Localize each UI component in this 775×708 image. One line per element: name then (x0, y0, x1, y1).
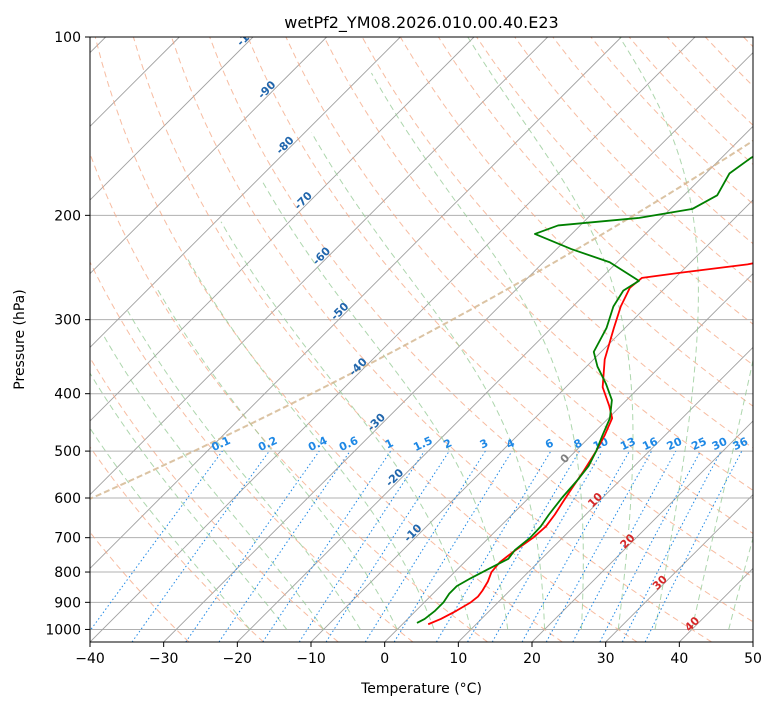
y-tick-label: 300 (54, 313, 81, 329)
isotherm-line (90, 37, 475, 422)
moist-adiabat (103, 336, 324, 630)
isopleth-labels: 0.10.20.40.611.52346810131620253036-100-… (209, 20, 751, 634)
isotherm-line (163, 52, 753, 642)
mixing-ratio-label: 20 (665, 435, 685, 453)
dry-adiabat (476, 37, 753, 325)
y-axis-label: Pressure (hPa) (12, 289, 28, 389)
isotherm-line (90, 37, 327, 275)
y-tick-label: 600 (54, 491, 81, 507)
x-tick-label: 40 (670, 651, 688, 667)
y-axis-ticks: 1000 900 800 700 600 500 400 300 200 100 (45, 30, 90, 638)
moist-adiabat (728, 536, 753, 630)
mixing-ratio-line (185, 450, 320, 642)
moist-adiabat (311, 132, 546, 630)
dry-adiabat (90, 260, 414, 642)
moist-adiabat (90, 427, 251, 630)
dry-adiabat (132, 37, 638, 642)
mixing-ratio-line (521, 450, 630, 642)
isotherm-line (458, 346, 753, 642)
mixing-ratio-line (298, 450, 425, 642)
x-axis-label: Temperature (°C) (360, 681, 482, 697)
pressure-gridlines (90, 37, 753, 630)
isotherm-line (90, 37, 548, 496)
mixing-ratio-label: 16 (640, 435, 660, 453)
y-tick-label: 100 (54, 30, 81, 46)
dry-adiabat (90, 446, 264, 642)
mixing-ratio-line (90, 450, 223, 632)
dry-adiabat (247, 37, 753, 578)
moist-adiabat (220, 221, 472, 630)
moist-adiabats (90, 37, 753, 630)
x-tick-label: 50 (744, 651, 762, 667)
mixing-ratio-label: 36 (731, 435, 751, 453)
mixing-ratio-line (262, 450, 392, 642)
dry-adiabat (323, 37, 753, 491)
dry-adiabats (90, 37, 753, 642)
x-tick-label: 0 (380, 651, 389, 667)
lcl-curve-line (90, 139, 753, 500)
mixing-ratio-label: 13 (618, 435, 637, 453)
dry-adiabat (94, 37, 563, 642)
theta-label: -100 (234, 20, 263, 49)
moist-adiabat (467, 37, 634, 630)
y-tick-label: 1000 (45, 622, 81, 638)
moist-adiabat (691, 357, 753, 630)
x-tick-label: 10 (449, 651, 467, 667)
x-tick-label: −10 (296, 651, 326, 667)
moist-adiabat (185, 256, 435, 630)
x-tick-label: −30 (149, 651, 179, 667)
plot-area: 0.10.20.40.611.52346810131620253036-100-… (90, 20, 753, 642)
dry-adiabat (285, 37, 753, 535)
moist-adiabat (156, 287, 398, 630)
x-axis-ticks: −40 −30 −20 −10 0 10 20 30 40 50 (75, 642, 762, 667)
isotherm-line (90, 37, 401, 348)
dry-adiabat (514, 37, 753, 285)
mixing-ratio-line (545, 450, 653, 642)
mixing-ratio-lines (90, 450, 743, 642)
isotherm-line (90, 37, 254, 201)
x-tick-label: −40 (75, 651, 105, 667)
mixing-ratio-line (131, 450, 270, 642)
lcl-curve (90, 139, 753, 500)
plot-frame (89, 36, 754, 643)
isotherm-line (605, 494, 753, 642)
profile-series (416, 155, 753, 626)
mixing-ratio-line (644, 450, 743, 642)
moist-adiabat (261, 180, 509, 630)
mixing-ratio-line (393, 450, 513, 642)
dry-adiabat (209, 37, 753, 623)
isotherm-line (237, 125, 753, 642)
isotherm-line (531, 420, 753, 642)
isotherm-line (90, 37, 622, 569)
moist-adiabat (370, 72, 584, 630)
isotherm-line (90, 37, 696, 642)
chart-title: wetPf2_YM08.2026.010.00.40.E23 (284, 13, 558, 33)
temperature-profile-line (427, 262, 753, 626)
moist-adiabat (90, 372, 288, 630)
y-tick-label: 400 (54, 387, 81, 403)
mixing-ratio-line (572, 450, 677, 642)
y-tick-label: 900 (54, 595, 81, 611)
mixing-ratio-label: 30 (710, 435, 730, 453)
y-tick-label: 500 (54, 444, 81, 460)
isotherm-gridlines (90, 37, 753, 642)
moist-adiabat (619, 37, 699, 630)
mixing-ratio-line (325, 450, 450, 642)
mixing-ratio-label: 25 (689, 435, 708, 453)
dewpoint-profile-line (416, 155, 753, 624)
x-tick-label: 20 (523, 651, 541, 667)
dry-adiabat (90, 356, 339, 642)
isotherm-line (384, 273, 753, 642)
y-tick-label: 200 (54, 208, 81, 224)
y-tick-label: 800 (54, 565, 81, 581)
x-tick-label: 30 (597, 651, 615, 667)
y-tick-label: 700 (54, 531, 81, 547)
dry-adiabat (171, 37, 713, 642)
x-tick-label: −20 (223, 651, 253, 667)
mixing-ratio-line (218, 450, 351, 642)
